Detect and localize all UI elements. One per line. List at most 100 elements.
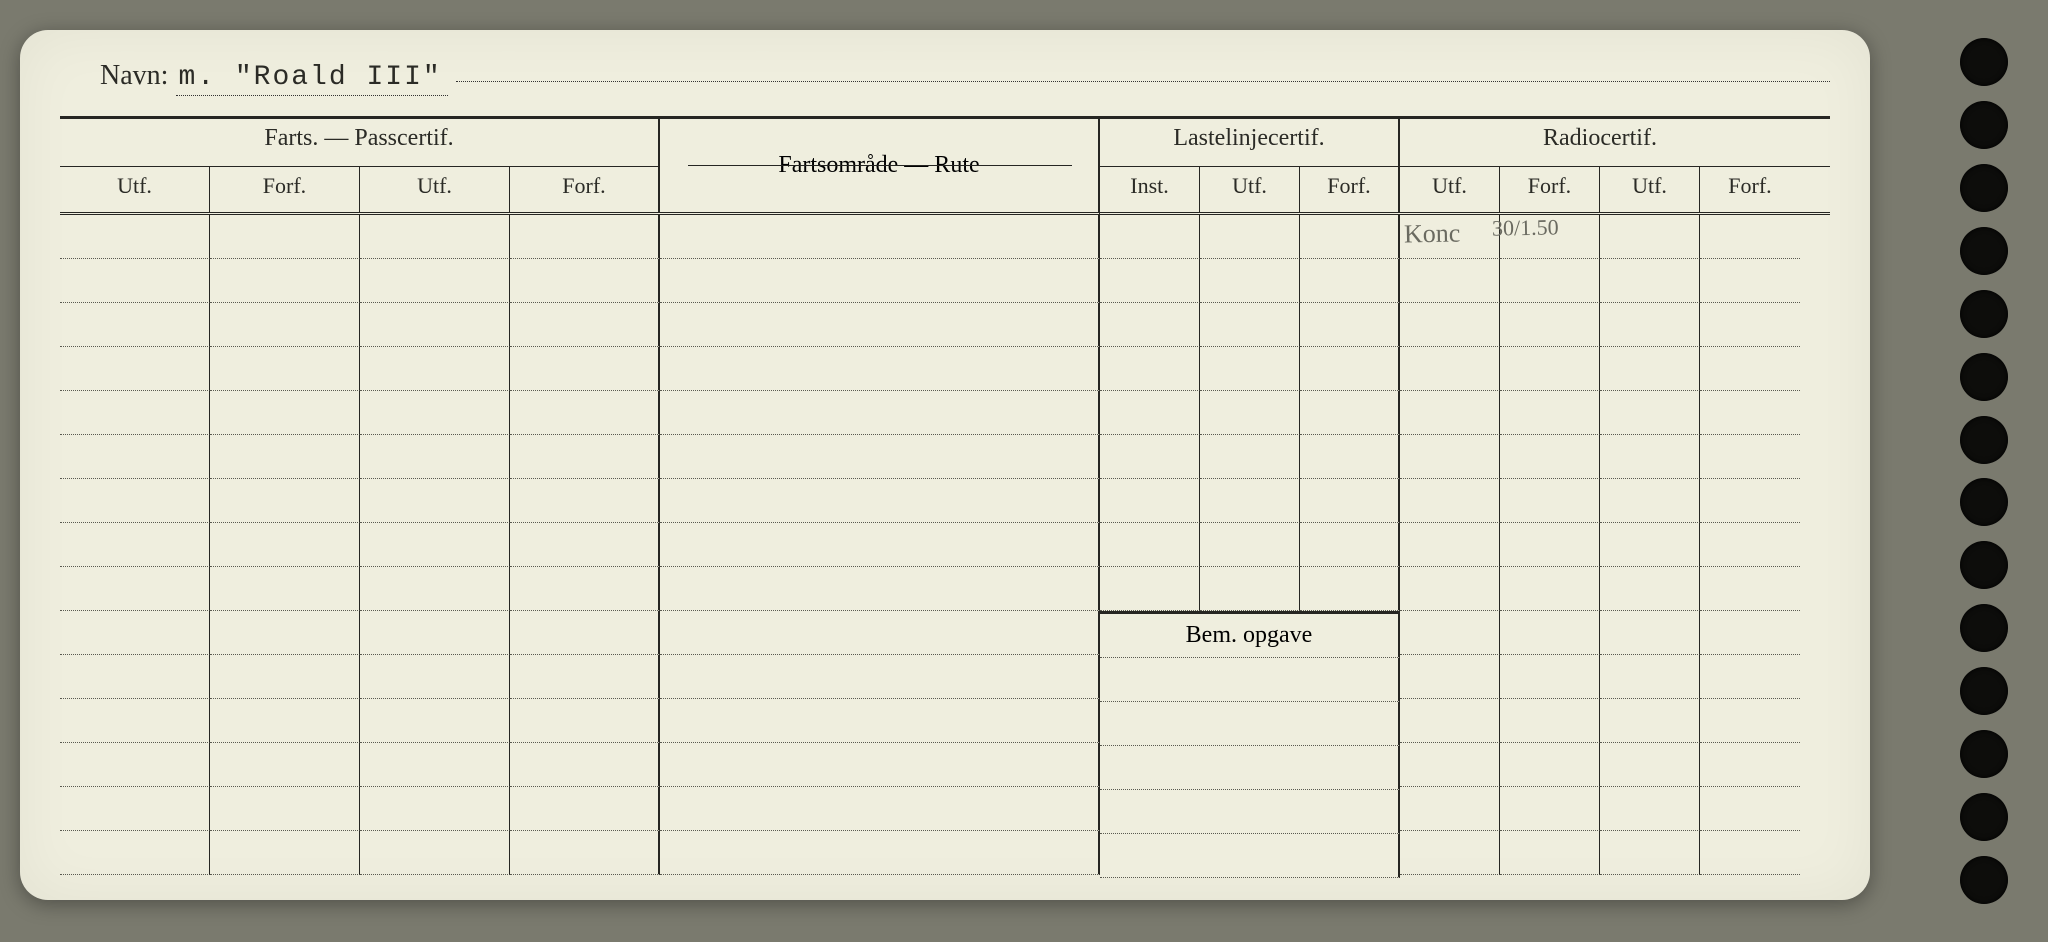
table-cell [1300, 259, 1400, 303]
table-cell [1500, 435, 1600, 479]
table-cell [660, 831, 1100, 875]
table-cell [60, 567, 210, 611]
subcol-laste-inst: Inst. [1100, 167, 1200, 212]
table-cell [1500, 347, 1600, 391]
table-cell [210, 259, 360, 303]
table-cell [1700, 611, 1800, 655]
subcol-radio-forf-2: Forf. [1700, 167, 1800, 212]
handwritten-konc: Konc [1404, 219, 1461, 250]
table-cell [210, 215, 360, 259]
table-cell [210, 787, 360, 831]
table-cell [1300, 567, 1400, 611]
table-cell [60, 303, 210, 347]
subcol-laste-forf: Forf. [1300, 167, 1400, 212]
table-cell [1600, 523, 1700, 567]
table-cell [60, 523, 210, 567]
group-fartsomrade-rute: Fartsområde — Rute [660, 119, 1100, 215]
table-cell [510, 787, 660, 831]
subcol-farts-forf-1: Forf. [210, 167, 360, 212]
bem-opgave-label: Bem. opgave [1100, 614, 1400, 658]
table-row [60, 567, 1830, 611]
table-cell [1600, 655, 1700, 699]
table-cell [60, 435, 210, 479]
table-cell [1200, 523, 1300, 567]
table-row [60, 479, 1830, 523]
bem-opgave-row [1100, 834, 1400, 878]
table-cell [510, 567, 660, 611]
table-cell [510, 655, 660, 699]
bem-opgave-section: Bem. opgave [1100, 611, 1400, 878]
table-cell [1500, 831, 1600, 875]
table-row [60, 699, 1830, 743]
bem-opgave-row [1100, 746, 1400, 790]
table-cell [210, 743, 360, 787]
table-cell [210, 699, 360, 743]
table-row [60, 435, 1830, 479]
table-cell [1100, 303, 1200, 347]
punch-hole [1960, 353, 2008, 401]
table-cell [1500, 655, 1600, 699]
table-cell [1700, 567, 1800, 611]
subcol-farts-utf-2: Utf. [360, 167, 510, 212]
table-cell [210, 479, 360, 523]
table-cell [1100, 259, 1200, 303]
table-cell [510, 391, 660, 435]
table-cell [1500, 743, 1600, 787]
table-row [60, 655, 1830, 699]
punch-hole [1960, 541, 2008, 589]
table-cell [360, 435, 510, 479]
table-cell [360, 303, 510, 347]
table-cell [1600, 259, 1700, 303]
table-cell [360, 479, 510, 523]
table-cell [1200, 215, 1300, 259]
table-cell [660, 303, 1100, 347]
table-cell [1300, 347, 1400, 391]
punch-hole [1960, 416, 2008, 464]
table-cell [360, 215, 510, 259]
subcol-radio-utf-1: Utf. [1400, 167, 1500, 212]
table-cell [1600, 435, 1700, 479]
table-cell [1400, 611, 1500, 655]
table-cell [1500, 787, 1600, 831]
punch-hole [1960, 478, 2008, 526]
table-cell [60, 259, 210, 303]
table-cell [1400, 567, 1500, 611]
ledger-table: Farts. — Passcertif. Lastelinjecertif. R… [60, 119, 1830, 879]
table-cell [1600, 347, 1700, 391]
table-cell [510, 215, 660, 259]
table-cell [210, 523, 360, 567]
table-cell [510, 303, 660, 347]
table-cell [1300, 523, 1400, 567]
table-row [60, 259, 1830, 303]
index-card: Navn: m. "Roald III" Farts. — Passcertif… [20, 30, 1870, 900]
table-cell [1400, 655, 1500, 699]
table-cell [660, 699, 1100, 743]
navn-row: Navn: m. "Roald III" [60, 60, 1830, 110]
table-cell [1200, 303, 1300, 347]
table-row [60, 611, 1830, 655]
bem-opgave-row [1100, 702, 1400, 746]
table-cell [510, 435, 660, 479]
table-cell [660, 479, 1100, 523]
table-cell [660, 567, 1100, 611]
table-cell [660, 611, 1100, 655]
table-cell [60, 831, 210, 875]
table-row [60, 215, 1830, 259]
table-cell [1400, 743, 1500, 787]
table-cell [1500, 259, 1600, 303]
table-cell [60, 479, 210, 523]
table-cell [210, 655, 360, 699]
group-farts-passcertif: Farts. — Passcertif. [60, 119, 660, 166]
table-cell [210, 347, 360, 391]
table-cell [360, 391, 510, 435]
table-cell [1600, 391, 1700, 435]
table-cell [1700, 523, 1800, 567]
table-row [60, 787, 1830, 831]
table-cell [1700, 743, 1800, 787]
table-cell [1600, 787, 1700, 831]
table-cell [1400, 303, 1500, 347]
table-cell [1300, 391, 1400, 435]
table-cell [1700, 479, 1800, 523]
table-cell [210, 303, 360, 347]
table-cell [1500, 567, 1600, 611]
